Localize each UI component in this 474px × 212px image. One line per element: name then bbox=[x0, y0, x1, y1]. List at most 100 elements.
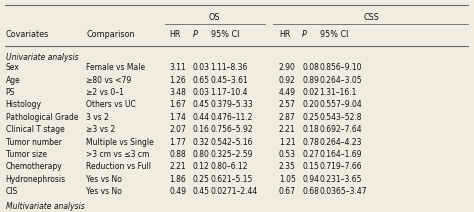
Text: 2.35: 2.35 bbox=[279, 162, 296, 171]
Text: 0.18: 0.18 bbox=[302, 125, 319, 134]
Text: 0.325–2.59: 0.325–2.59 bbox=[210, 150, 253, 159]
Text: OS: OS bbox=[208, 13, 219, 22]
Text: Multiple vs Single: Multiple vs Single bbox=[86, 138, 154, 146]
Text: Pathological Grade: Pathological Grade bbox=[6, 113, 78, 122]
Text: Chemotherapy: Chemotherapy bbox=[6, 162, 63, 171]
Text: 0.78: 0.78 bbox=[302, 138, 319, 146]
Text: Hydronephrosis: Hydronephrosis bbox=[6, 175, 66, 184]
Text: 0.692–7.64: 0.692–7.64 bbox=[319, 125, 362, 134]
Text: 0.45: 0.45 bbox=[193, 100, 210, 109]
Text: 0.20: 0.20 bbox=[302, 100, 319, 109]
Text: 0.719–7.66: 0.719–7.66 bbox=[319, 162, 362, 171]
Text: 1.31–16.1: 1.31–16.1 bbox=[319, 88, 357, 97]
Text: HR: HR bbox=[279, 29, 290, 39]
Text: 0.49: 0.49 bbox=[170, 187, 187, 196]
Text: 2.21: 2.21 bbox=[279, 125, 295, 134]
Text: 0.88: 0.88 bbox=[170, 150, 186, 159]
Text: 1.86: 1.86 bbox=[170, 175, 186, 184]
Text: 0.25: 0.25 bbox=[193, 175, 210, 184]
Text: Tumor number: Tumor number bbox=[6, 138, 62, 146]
Text: 0.68: 0.68 bbox=[302, 187, 319, 196]
Text: 0.80–6.12: 0.80–6.12 bbox=[210, 162, 248, 171]
Text: Reduction vs Full: Reduction vs Full bbox=[86, 162, 151, 171]
Text: Clinical T stage: Clinical T stage bbox=[6, 125, 64, 134]
Text: 0.45: 0.45 bbox=[193, 187, 210, 196]
Text: Age: Age bbox=[6, 76, 20, 85]
Text: 0.27: 0.27 bbox=[302, 150, 319, 159]
Text: 0.756–5.92: 0.756–5.92 bbox=[210, 125, 253, 134]
Text: 1.77: 1.77 bbox=[170, 138, 187, 146]
Text: ≥80 vs <79: ≥80 vs <79 bbox=[86, 76, 131, 85]
Text: 0.0365–3.47: 0.0365–3.47 bbox=[319, 187, 367, 196]
Text: 2.87: 2.87 bbox=[279, 113, 296, 122]
Text: 3 vs 2: 3 vs 2 bbox=[86, 113, 109, 122]
Text: 0.543–52.8: 0.543–52.8 bbox=[319, 113, 362, 122]
Text: 4.49: 4.49 bbox=[279, 88, 296, 97]
Text: ≥2 vs 0–1: ≥2 vs 0–1 bbox=[86, 88, 124, 97]
Text: HR: HR bbox=[170, 29, 181, 39]
Text: Multivariate analysis: Multivariate analysis bbox=[6, 202, 84, 212]
Text: 0.67: 0.67 bbox=[279, 187, 296, 196]
Text: PS: PS bbox=[6, 88, 15, 97]
Text: ≥3 vs 2: ≥3 vs 2 bbox=[86, 125, 115, 134]
Text: Others vs UC: Others vs UC bbox=[86, 100, 136, 109]
Text: 1.67: 1.67 bbox=[170, 100, 187, 109]
Text: 0.542–5.16: 0.542–5.16 bbox=[210, 138, 253, 146]
Text: 0.12: 0.12 bbox=[193, 162, 210, 171]
Text: CSS: CSS bbox=[364, 13, 380, 22]
Text: 0.94: 0.94 bbox=[302, 175, 319, 184]
Text: 0.44: 0.44 bbox=[193, 113, 210, 122]
Text: 2.07: 2.07 bbox=[170, 125, 187, 134]
Text: P: P bbox=[302, 29, 307, 39]
Text: 95% CI: 95% CI bbox=[210, 29, 239, 39]
Text: Sex: Sex bbox=[6, 63, 19, 73]
Text: 95% CI: 95% CI bbox=[319, 29, 348, 39]
Text: >3 cm vs ≤3 cm: >3 cm vs ≤3 cm bbox=[86, 150, 149, 159]
Text: 0.379–5.33: 0.379–5.33 bbox=[210, 100, 253, 109]
Text: 0.08: 0.08 bbox=[302, 63, 319, 73]
Text: 0.80: 0.80 bbox=[193, 150, 210, 159]
Text: 0.65: 0.65 bbox=[193, 76, 210, 85]
Text: CIS: CIS bbox=[6, 187, 18, 196]
Text: 0.32: 0.32 bbox=[193, 138, 210, 146]
Text: 0.264–3.05: 0.264–3.05 bbox=[319, 76, 362, 85]
Text: 2.57: 2.57 bbox=[279, 100, 296, 109]
Text: 0.476–11.2: 0.476–11.2 bbox=[210, 113, 253, 122]
Text: 0.557–9.04: 0.557–9.04 bbox=[319, 100, 363, 109]
Text: 0.89: 0.89 bbox=[302, 76, 319, 85]
Text: 0.03: 0.03 bbox=[193, 88, 210, 97]
Text: P: P bbox=[193, 29, 198, 39]
Text: 2.90: 2.90 bbox=[279, 63, 296, 73]
Text: 3.48: 3.48 bbox=[170, 88, 187, 97]
Text: Yes vs No: Yes vs No bbox=[86, 175, 122, 184]
Text: 2.21: 2.21 bbox=[170, 162, 186, 171]
Text: 0.15: 0.15 bbox=[302, 162, 319, 171]
Text: 0.164–1.69: 0.164–1.69 bbox=[319, 150, 362, 159]
Text: 1.26: 1.26 bbox=[170, 76, 186, 85]
Text: Comparison: Comparison bbox=[86, 29, 135, 39]
Text: 0.45–3.61: 0.45–3.61 bbox=[210, 76, 248, 85]
Text: Female vs Male: Female vs Male bbox=[86, 63, 145, 73]
Text: 1.11–8.36: 1.11–8.36 bbox=[210, 63, 248, 73]
Text: 1.05: 1.05 bbox=[279, 175, 296, 184]
Text: 0.16: 0.16 bbox=[193, 125, 210, 134]
Text: 0.02: 0.02 bbox=[302, 88, 319, 97]
Text: 0.25: 0.25 bbox=[302, 113, 319, 122]
Text: 0.231–3.65: 0.231–3.65 bbox=[319, 175, 362, 184]
Text: 0.0271–2.44: 0.0271–2.44 bbox=[210, 187, 258, 196]
Text: Tumor size: Tumor size bbox=[6, 150, 46, 159]
Text: 1.17–10.4: 1.17–10.4 bbox=[210, 88, 248, 97]
Text: 0.621–5.15: 0.621–5.15 bbox=[210, 175, 253, 184]
Text: 1.21: 1.21 bbox=[279, 138, 295, 146]
Text: 0.03: 0.03 bbox=[193, 63, 210, 73]
Text: 0.92: 0.92 bbox=[279, 76, 296, 85]
Text: 1.74: 1.74 bbox=[170, 113, 187, 122]
Text: Yes vs No: Yes vs No bbox=[86, 187, 122, 196]
Text: Histology: Histology bbox=[6, 100, 42, 109]
Text: 3.11: 3.11 bbox=[170, 63, 186, 73]
Text: 0.264–4.23: 0.264–4.23 bbox=[319, 138, 362, 146]
Text: 0.856–9.10: 0.856–9.10 bbox=[319, 63, 362, 73]
Text: Covariates: Covariates bbox=[6, 29, 49, 39]
Text: Univariate analysis: Univariate analysis bbox=[6, 53, 78, 62]
Text: 0.53: 0.53 bbox=[279, 150, 296, 159]
